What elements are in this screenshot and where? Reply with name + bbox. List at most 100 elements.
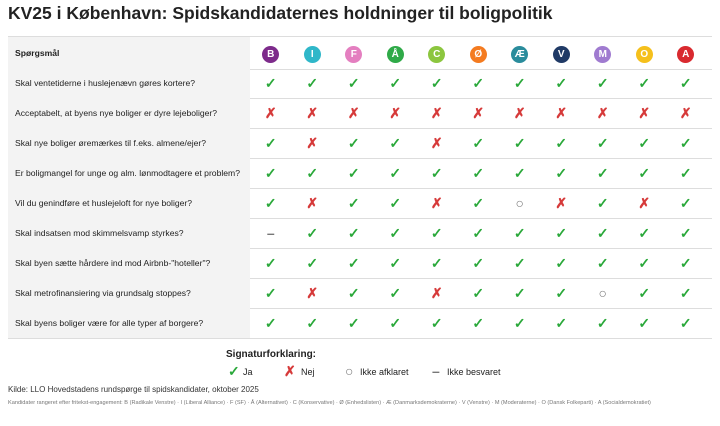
answer: ✓ (679, 255, 692, 271)
answer: ✓ (264, 75, 277, 91)
legend-label: Ikke afklaret (360, 367, 409, 377)
answer: ✗ (679, 105, 692, 121)
answer: ✗ (306, 135, 319, 151)
party-cell: V (541, 37, 583, 69)
answer: ✓ (513, 75, 526, 91)
table-row: Skal metrofinansiering via grundsalg sto… (8, 278, 712, 309)
party-badge: C (428, 45, 446, 63)
question: Skal indsatsen mod skimmelsvamp styrkes? (8, 218, 250, 248)
answer: ✓ (555, 225, 568, 241)
party-cell: Ø (458, 37, 500, 69)
answer: ✓ (513, 285, 526, 301)
answer: ○ (598, 285, 607, 301)
answer: ✗ (555, 105, 568, 121)
answer: ✓ (638, 255, 651, 271)
table-row: Skal byen sætte hårdere ind mod Airbnb-"… (8, 248, 712, 279)
answer: ✓ (638, 285, 651, 301)
legend-symbol: ○ (345, 363, 354, 379)
answer: ✓ (638, 75, 651, 91)
table-row: Skal byens boliger være for alle typer a… (8, 308, 712, 339)
answer: ✓ (555, 285, 568, 301)
answer: ✓ (389, 75, 402, 91)
answer: ✓ (347, 315, 360, 331)
legend-label: Ikke besvaret (447, 367, 501, 377)
question: Skal byen sætte hårdere ind mod Airbnb-"… (8, 248, 250, 278)
answer: ✓ (264, 195, 277, 211)
title: KV25 i København: Spidskandidaternes hol… (8, 3, 553, 23)
answer: ✓ (596, 255, 609, 271)
question: Acceptabelt, at byens nye boliger er dyr… (8, 98, 250, 128)
table-row: Er boligmangel for unge og alm. lønmodta… (8, 158, 712, 189)
party-badge: O (635, 45, 653, 63)
party-cell: B (250, 37, 292, 69)
answer: ✓ (555, 315, 568, 331)
answer: ✓ (347, 225, 360, 241)
answer: ✓ (430, 225, 443, 241)
answer: ✓ (513, 255, 526, 271)
answer: ✓ (472, 225, 485, 241)
answer: ✓ (596, 165, 609, 181)
answer: ✓ (679, 225, 692, 241)
answer: ✓ (347, 165, 360, 181)
party-badge: Å (386, 45, 404, 63)
question: Er boligmangel for unge og alm. lønmodta… (8, 158, 250, 188)
legend-title: Signaturforklaring: (226, 349, 317, 360)
answer: ✓ (472, 315, 485, 331)
answer: ✓ (513, 315, 526, 331)
answer: ✓ (638, 135, 651, 151)
answer: ✓ (347, 255, 360, 271)
answer: – (266, 225, 275, 241)
answer: ✓ (306, 255, 319, 271)
answer: ✓ (264, 165, 277, 181)
answer: ✓ (347, 75, 360, 91)
answer: ✗ (638, 195, 651, 211)
answer: ✓ (264, 315, 277, 331)
answer: ✓ (472, 285, 485, 301)
answer: ✓ (306, 315, 319, 331)
answer: ✓ (513, 225, 526, 241)
header-cell: Spørgsmål (8, 37, 250, 69)
party-cell: F (333, 37, 375, 69)
answer: ✓ (347, 135, 360, 151)
answer: ✓ (638, 165, 651, 181)
answer: ✗ (264, 105, 277, 121)
party-cell: A (665, 37, 707, 69)
answer: ✗ (430, 135, 443, 151)
answer: ✓ (638, 225, 651, 241)
party-cell: O (624, 37, 666, 69)
party-cell: Æ (499, 37, 541, 69)
answer: ✗ (389, 105, 402, 121)
party-cell: M (582, 37, 624, 69)
answer: ✓ (389, 165, 402, 181)
answer: ✓ (389, 135, 402, 151)
answer: ✗ (306, 285, 319, 301)
table-row: Acceptabelt, at byens nye boliger er dyr… (8, 98, 712, 129)
answer: ✓ (596, 225, 609, 241)
party-badge: Ø (469, 45, 487, 63)
answer: ✓ (679, 135, 692, 151)
answer: ✗ (472, 105, 485, 121)
table-row: Vil du genindføre et huslejeloft for nye… (8, 188, 712, 219)
party-badge: V (552, 45, 570, 63)
legend-label: Nej (301, 367, 315, 377)
answer: ✗ (306, 195, 319, 211)
answer: ✓ (347, 285, 360, 301)
answer: ✓ (596, 195, 609, 211)
answer: ✓ (596, 315, 609, 331)
answer: ✗ (513, 105, 526, 121)
answer: ✗ (430, 195, 443, 211)
question: Skal byens boliger være for alle typer a… (8, 308, 250, 338)
answer: ✓ (264, 135, 277, 151)
answer: ✓ (430, 315, 443, 331)
party-badge: I (303, 45, 321, 63)
question: Skal ventetiderne i huslejenævn gøres ko… (8, 68, 250, 98)
answer: ✓ (513, 165, 526, 181)
answer: ✓ (679, 315, 692, 331)
answer: ✓ (555, 135, 568, 151)
answer: ✓ (472, 195, 485, 211)
answer: ✓ (679, 75, 692, 91)
answer: ✗ (555, 195, 568, 211)
answer: ✓ (596, 135, 609, 151)
question: Vil du genindføre et huslejeloft for nye… (8, 188, 250, 218)
